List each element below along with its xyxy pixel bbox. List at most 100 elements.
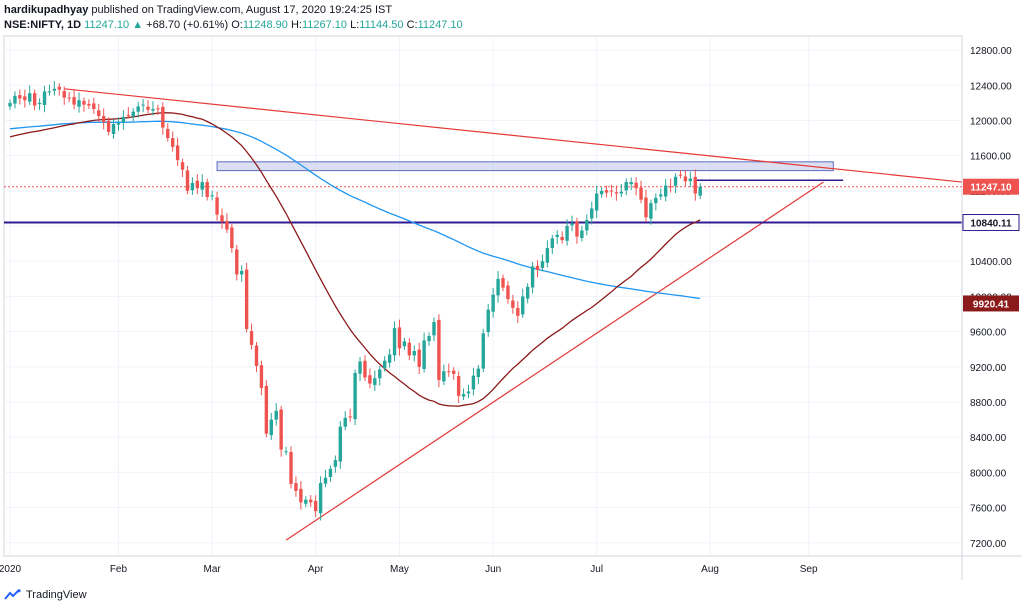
candle-body	[545, 248, 550, 263]
candle-body	[555, 234, 559, 237]
candle-body	[540, 261, 545, 268]
y-tick-label: 9200.00	[970, 363, 1007, 374]
candle-body	[491, 294, 495, 312]
symbol-info: NSE:NIFTY, 1D 11247.10 ▲ +68.70 (+0.61%)…	[4, 18, 463, 32]
x-tick-label: May	[390, 564, 409, 575]
candle-body	[348, 416, 352, 418]
candle-body	[279, 409, 283, 450]
y-tick-label: 11600.00	[970, 152, 1011, 163]
candle-body	[619, 191, 624, 194]
candle-body	[131, 111, 135, 117]
close-label: C:	[406, 19, 418, 31]
candle-body	[57, 86, 61, 90]
candle-body	[230, 227, 234, 249]
candle-body	[309, 499, 313, 503]
price-label-box	[963, 178, 1019, 195]
low-value: 11144.50	[359, 19, 404, 31]
candle-body	[284, 451, 288, 453]
y-tick-label: 8400.00	[970, 433, 1007, 444]
candle-body	[87, 103, 91, 106]
candle-body	[121, 116, 126, 123]
candle-body	[313, 500, 318, 512]
candle-body	[447, 371, 451, 373]
candle-body	[175, 145, 180, 161]
candle-body	[535, 265, 540, 271]
candle-body	[249, 331, 254, 345]
candle-body	[215, 197, 219, 215]
price-label-box	[962, 214, 1020, 232]
symbol-label[interactable]: NSE:NIFTY, 1D	[4, 19, 82, 31]
candle-body	[338, 426, 343, 462]
candle-body	[461, 394, 466, 397]
candle-body	[235, 249, 239, 275]
candle-body	[328, 468, 333, 477]
y-tick-label: 12000.00	[970, 116, 1012, 127]
candle-body	[456, 375, 461, 396]
candle-body	[146, 106, 150, 110]
candle-body	[318, 482, 323, 514]
candle-body	[634, 182, 638, 189]
candle-body	[111, 123, 116, 135]
candle-body	[136, 106, 140, 112]
candle-body	[92, 103, 96, 110]
axes: 7200.00 7600.00 8000.00 8400.00 8800.00 9200.…	[0, 36, 1022, 580]
candle-body	[363, 360, 367, 378]
candle-body	[683, 176, 688, 182]
candle-body	[594, 193, 599, 211]
candle-body	[161, 106, 165, 128]
candle-body	[417, 349, 421, 367]
tradingview-brand: TradingView	[26, 589, 87, 601]
candle-body	[511, 300, 515, 308]
candle-body	[200, 182, 204, 190]
candle-body	[23, 96, 27, 101]
candle-body	[289, 452, 293, 484]
candle-body	[565, 226, 569, 241]
x-tick-label: Apr	[308, 564, 324, 575]
candle-body	[599, 190, 604, 195]
candle-body	[452, 370, 456, 374]
candle-body	[240, 270, 244, 275]
candle-body	[442, 371, 446, 382]
open-label: O:	[231, 19, 243, 31]
high-label: H:	[290, 19, 302, 31]
candle-body	[501, 278, 505, 288]
x-tick-label: Sep	[800, 564, 818, 575]
candle-body	[516, 307, 520, 316]
candle-body	[47, 91, 52, 93]
tradingview-logo-icon	[4, 589, 21, 600]
candle-body	[476, 368, 481, 378]
candle-body	[67, 97, 71, 99]
candle-body	[304, 499, 308, 504]
up-arrow-icon: ▲	[132, 19, 144, 31]
x-tick-label: Aug	[701, 564, 719, 575]
candle-body	[358, 361, 362, 374]
candle-body	[496, 278, 500, 296]
candle-body	[106, 120, 111, 132]
y-tick-label: 8000.00	[970, 468, 1007, 479]
candle-body	[590, 208, 594, 219]
candle-body	[570, 223, 574, 226]
candle-body	[373, 378, 377, 385]
candle-body	[254, 345, 259, 366]
candle-body	[659, 194, 663, 197]
publish-info: hardikupadhyay published on TradingView.…	[4, 3, 392, 17]
tradingview-footer[interactable]: TradingView	[4, 588, 87, 602]
candle-body	[166, 128, 170, 139]
candle-body	[264, 385, 269, 434]
last-price: 11247.10	[84, 19, 130, 31]
y-tick-label: 8800.00	[970, 398, 1007, 409]
low-label: L:	[350, 19, 360, 31]
candle-body	[382, 360, 387, 369]
candle-body	[116, 123, 121, 125]
candle-body	[8, 102, 12, 107]
candle-body	[560, 236, 564, 241]
candle-body	[407, 342, 412, 356]
candle-body	[37, 102, 42, 105]
candle-body	[378, 369, 382, 379]
candle-body	[663, 185, 668, 197]
price-label-text: 10840.11	[970, 219, 1012, 230]
candle-body	[471, 375, 476, 390]
candle-body	[151, 109, 155, 111]
author-name[interactable]: hardikupadhyay	[4, 4, 89, 16]
